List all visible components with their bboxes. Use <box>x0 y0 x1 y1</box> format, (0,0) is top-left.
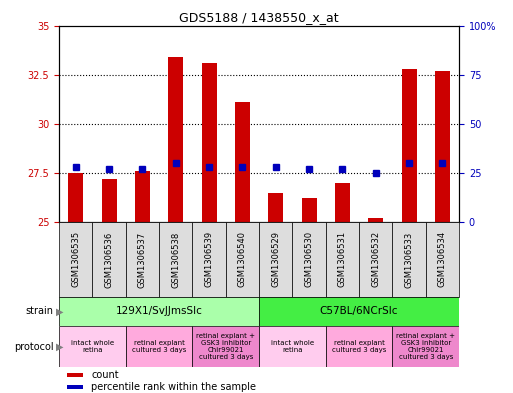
Bar <box>426 222 459 297</box>
Text: retinal explant
cultured 3 days: retinal explant cultured 3 days <box>332 340 386 353</box>
Bar <box>368 218 383 222</box>
Bar <box>59 297 259 326</box>
Bar <box>292 222 326 297</box>
Bar <box>192 222 226 297</box>
Bar <box>92 222 126 297</box>
Text: GSM1306539: GSM1306539 <box>205 231 213 287</box>
Text: strain: strain <box>26 307 54 316</box>
Bar <box>59 222 92 297</box>
Text: GSM1306534: GSM1306534 <box>438 231 447 287</box>
Text: ▶: ▶ <box>56 342 64 352</box>
Bar <box>159 222 192 297</box>
Text: GSM1306533: GSM1306533 <box>405 231 413 288</box>
Bar <box>268 193 283 222</box>
Text: retinal explant
cultured 3 days: retinal explant cultured 3 days <box>132 340 186 353</box>
Bar <box>359 222 392 297</box>
Bar <box>126 326 192 367</box>
Text: count: count <box>91 370 119 380</box>
Bar <box>259 222 292 297</box>
Text: GSM1306537: GSM1306537 <box>138 231 147 288</box>
Bar <box>259 297 459 326</box>
Text: GSM1306540: GSM1306540 <box>238 231 247 287</box>
Text: retinal explant +
GSK3 inhibitor
Chir99021
cultured 3 days: retinal explant + GSK3 inhibitor Chir990… <box>196 333 255 360</box>
Bar <box>192 326 259 367</box>
Bar <box>202 63 216 222</box>
Title: GDS5188 / 1438550_x_at: GDS5188 / 1438550_x_at <box>179 11 339 24</box>
Text: 129X1/SvJJmsSlc: 129X1/SvJJmsSlc <box>115 307 203 316</box>
Bar <box>335 183 350 222</box>
Bar <box>259 326 326 367</box>
Bar <box>102 179 116 222</box>
Bar <box>326 326 392 367</box>
Bar <box>67 373 83 377</box>
Text: C57BL/6NCrSlc: C57BL/6NCrSlc <box>320 307 399 316</box>
Bar <box>135 171 150 222</box>
Text: GSM1306530: GSM1306530 <box>305 231 313 287</box>
Bar <box>392 326 459 367</box>
Text: GSM1306532: GSM1306532 <box>371 231 380 287</box>
Bar <box>168 57 183 222</box>
Text: GSM1306535: GSM1306535 <box>71 231 80 287</box>
Text: retinal explant +
GSK3 inhibitor
Chir99021
cultured 3 days: retinal explant + GSK3 inhibitor Chir990… <box>396 333 456 360</box>
Text: GSM1306536: GSM1306536 <box>105 231 113 288</box>
Text: protocol: protocol <box>14 342 54 352</box>
Bar <box>235 102 250 222</box>
Text: ▶: ▶ <box>56 307 64 316</box>
Bar <box>126 222 159 297</box>
Text: intact whole
retina: intact whole retina <box>71 340 114 353</box>
Text: percentile rank within the sample: percentile rank within the sample <box>91 382 256 392</box>
Bar <box>302 198 317 222</box>
Text: intact whole
retina: intact whole retina <box>271 340 314 353</box>
Text: GSM1306538: GSM1306538 <box>171 231 180 288</box>
Bar <box>68 173 83 222</box>
Bar <box>326 222 359 297</box>
Bar <box>226 222 259 297</box>
Text: GSM1306531: GSM1306531 <box>338 231 347 287</box>
Text: GSM1306529: GSM1306529 <box>271 231 280 287</box>
Bar <box>59 326 126 367</box>
Bar <box>435 71 450 222</box>
Bar <box>402 69 417 222</box>
Bar <box>392 222 426 297</box>
Bar <box>67 385 83 389</box>
